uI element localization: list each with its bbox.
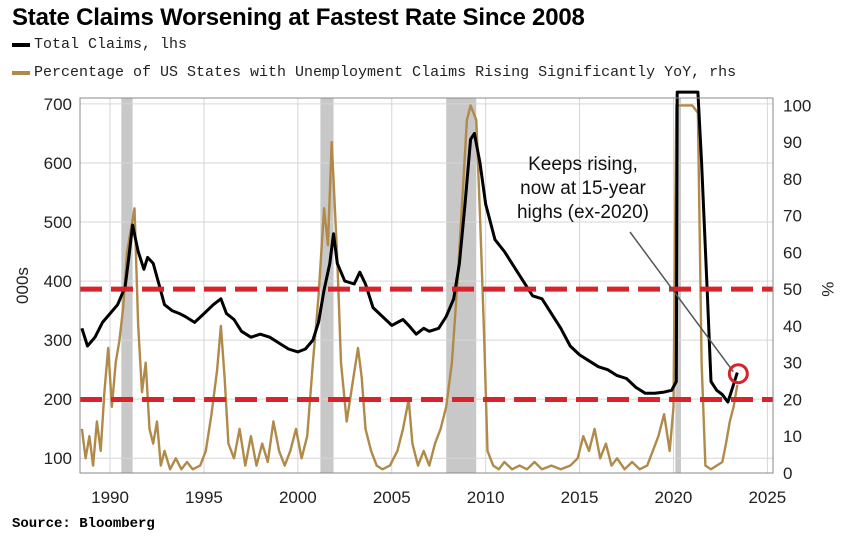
x-tick-label-3: 2005 — [373, 488, 411, 507]
right-tick-label-9: 90 — [783, 133, 802, 152]
legend-label-claims: Total Claims, lhs — [34, 36, 188, 53]
x-tick-label-4: 2010 — [467, 488, 505, 507]
recession-band-3 — [675, 98, 681, 473]
recession-band-2 — [446, 98, 477, 473]
left-tick-label-3: 400 — [44, 272, 72, 291]
left-tick-label-1: 200 — [44, 390, 72, 409]
annotation-circle — [727, 363, 749, 385]
right-tick-label-3: 30 — [783, 354, 802, 373]
right-tick-label-10: 100 — [783, 96, 811, 115]
legend-entry-percentage: Percentage of US States with Unemploymen… — [12, 64, 736, 81]
annotation-line-1: now at 15-year — [520, 178, 646, 199]
x-tick-label-1: 1995 — [185, 488, 223, 507]
legend-entry-claims: Total Claims, lhs — [12, 36, 187, 53]
left-tick-label-6: 700 — [44, 95, 72, 114]
series-line-1 — [80, 104, 739, 471]
annotation-line-0: Keeps rising, — [528, 154, 638, 175]
x-tick-label-5: 2015 — [561, 488, 599, 507]
left-axis-label: 000s — [13, 267, 32, 304]
right-tick-label-0: 0 — [783, 464, 792, 483]
right-tick-label-7: 70 — [783, 207, 802, 226]
right-tick-label-4: 40 — [783, 317, 802, 336]
annotation-line-2: highs (ex-2020) — [517, 202, 649, 223]
left-tick-label-5: 600 — [44, 154, 72, 173]
right-tick-label-6: 60 — [783, 243, 802, 262]
x-tick-label-6: 2020 — [655, 488, 693, 507]
series-line-0 — [80, 90, 739, 404]
right-tick-label-1: 10 — [783, 427, 802, 446]
recession-bands — [121, 98, 681, 473]
right-tick-label-8: 80 — [783, 170, 802, 189]
legend-swatch-claims — [12, 42, 30, 47]
series-lines — [80, 90, 739, 471]
right-tick-label-5: 50 — [783, 280, 802, 299]
legend-label-percentage: Percentage of US States with Unemploymen… — [34, 64, 737, 81]
right-axis-label: % — [818, 282, 837, 297]
axes: 100 200 300 400 500 600 700 0 10 20 30 40 50 60 70 80 90… — [13, 95, 837, 507]
x-tick-label-2: 2000 — [279, 488, 317, 507]
right-tick-label-2: 20 — [783, 390, 802, 409]
x-tick-label-7: 2025 — [748, 488, 786, 507]
x-tick-label-0: 1990 — [91, 488, 129, 507]
annotation-pointer — [629, 231, 734, 373]
left-tick-label-4: 500 — [44, 213, 72, 232]
reference-lines — [80, 286, 773, 402]
legend-swatch-percentage — [12, 70, 30, 75]
left-tick-label-2: 300 — [44, 331, 72, 350]
source-note: Source: Bloomberg — [12, 516, 155, 532]
annotation: Keeps rising, now at 15-year highs (ex-202… — [517, 154, 749, 385]
left-tick-label-0: 100 — [44, 449, 72, 468]
plot-frame — [79, 97, 774, 474]
recession-band-0 — [121, 98, 133, 473]
chart-title: State Claims Worsening at Fastest Rate S… — [12, 4, 585, 31]
